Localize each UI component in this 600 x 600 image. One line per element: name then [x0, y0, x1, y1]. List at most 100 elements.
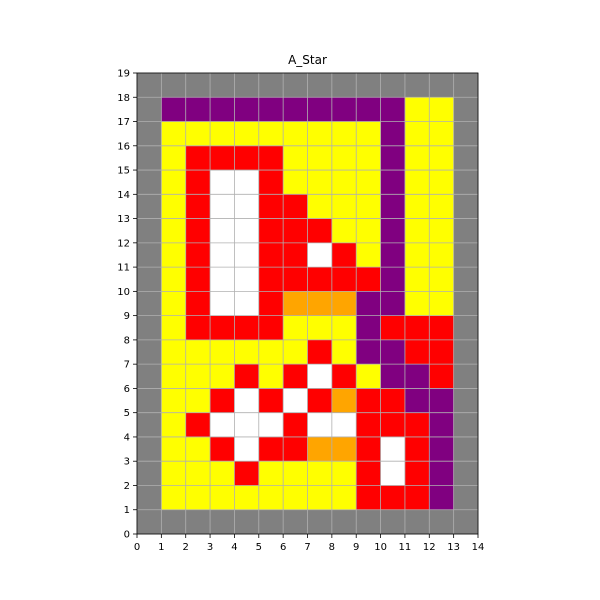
- cell-11-4-red: [404, 412, 430, 438]
- cell-11-6-purple: [404, 364, 430, 389]
- cell-8-7-yellow: [331, 339, 357, 365]
- cell-12-4-purple: [429, 412, 454, 438]
- cell-7-2-yellow: [307, 461, 333, 486]
- cell-8-16-yellow: [331, 121, 357, 147]
- cell-10-16-purple: [380, 121, 406, 147]
- cell-4-7-yellow: [234, 339, 260, 365]
- cell-0-2-gray: [137, 461, 162, 486]
- cell-10-18-gray: [380, 73, 406, 98]
- cell-2-4-red: [185, 412, 211, 438]
- x-tick-label-8: 8: [329, 542, 335, 553]
- cell-6-5-white: [283, 388, 308, 413]
- cell-0-15-gray: [137, 145, 162, 171]
- cell-12-6-red: [429, 364, 454, 389]
- cell-4-3-white: [234, 436, 260, 462]
- cell-3-4-white: [210, 412, 235, 438]
- chart-title: A_Star: [288, 53, 327, 67]
- cell-9-7-purple: [356, 339, 381, 365]
- cell-6-4-red: [283, 412, 308, 438]
- x-tick-label-7: 7: [304, 542, 310, 553]
- cell-3-2-yellow: [210, 461, 235, 486]
- cell-11-12-yellow: [404, 218, 430, 244]
- cell-9-18-gray: [356, 73, 381, 98]
- cell-9-11-yellow: [356, 242, 381, 268]
- cell-3-6-yellow: [210, 364, 235, 389]
- cell-4-5-white: [234, 388, 260, 413]
- cell-8-15-yellow: [331, 145, 357, 171]
- cell-5-0-gray: [258, 509, 284, 535]
- cell-5-10-red: [258, 267, 284, 292]
- cell-12-18-gray: [429, 73, 454, 98]
- cell-1-3-yellow: [161, 436, 187, 462]
- cell-11-5-purple: [404, 388, 430, 413]
- cell-9-6-yellow: [356, 364, 381, 389]
- cell-6-13-red: [283, 194, 308, 219]
- x-tick-label-3: 3: [207, 542, 213, 553]
- y-tick-label-8: 8: [124, 335, 130, 346]
- x-tick-label-12: 12: [423, 542, 436, 553]
- cell-9-15-yellow: [356, 145, 381, 171]
- cell-7-9-orange: [307, 291, 333, 316]
- cell-3-17-purple: [210, 97, 235, 122]
- cell-9-3-red: [356, 436, 381, 462]
- cell-0-18-gray: [137, 73, 162, 98]
- cell-10-8-red: [380, 315, 406, 341]
- cell-5-15-red: [258, 145, 284, 171]
- cell-11-18-gray: [404, 73, 430, 98]
- cell-11-1-red: [404, 485, 430, 511]
- cell-12-1-purple: [429, 485, 454, 511]
- cell-9-1-red: [356, 485, 381, 511]
- y-tick-label-3: 3: [124, 457, 130, 468]
- x-tick-label-0: 0: [134, 542, 140, 553]
- cell-6-15-yellow: [283, 145, 308, 171]
- cell-3-7-yellow: [210, 339, 235, 365]
- cell-2-9-red: [185, 291, 211, 316]
- cell-7-3-orange: [307, 436, 333, 462]
- cell-2-14-red: [185, 170, 211, 195]
- cell-7-18-gray: [307, 73, 333, 98]
- cell-13-8-gray: [453, 315, 479, 341]
- cell-12-9-yellow: [429, 291, 454, 316]
- cell-8-14-yellow: [331, 170, 357, 195]
- cell-6-1-yellow: [283, 485, 308, 511]
- cell-12-7-red: [429, 339, 454, 365]
- cell-1-18-gray: [161, 73, 187, 98]
- cell-0-3-gray: [137, 436, 162, 462]
- x-tick-label-14: 14: [472, 542, 485, 553]
- cell-5-13-red: [258, 194, 284, 219]
- cell-13-17-gray: [453, 97, 479, 122]
- cell-8-0-gray: [331, 509, 357, 535]
- cell-5-14-red: [258, 170, 284, 195]
- cell-12-3-purple: [429, 436, 454, 462]
- cell-12-10-yellow: [429, 267, 454, 292]
- y-tick-label-14: 14: [117, 190, 130, 201]
- cell-5-17-purple: [258, 97, 284, 122]
- cell-2-18-gray: [185, 73, 211, 98]
- cell-4-2-red: [234, 461, 260, 486]
- cell-13-0-gray: [453, 509, 479, 535]
- cell-1-2-yellow: [161, 461, 187, 486]
- x-tick-label-1: 1: [158, 542, 164, 553]
- cell-0-4-gray: [137, 412, 162, 438]
- cell-9-10-red: [356, 267, 381, 292]
- cell-1-5-yellow: [161, 388, 187, 413]
- cell-4-6-red: [234, 364, 260, 389]
- cell-10-6-purple: [380, 364, 406, 389]
- cell-2-1-yellow: [185, 485, 211, 511]
- cell-4-13-white: [234, 194, 260, 219]
- cell-0-6-gray: [137, 364, 162, 389]
- cell-10-7-purple: [380, 339, 406, 365]
- cell-3-12-white: [210, 218, 235, 244]
- cell-0-16-gray: [137, 121, 162, 147]
- y-tick-label-5: 5: [124, 408, 130, 419]
- cell-7-1-yellow: [307, 485, 333, 511]
- cell-1-17-purple: [161, 97, 187, 122]
- cell-8-13-yellow: [331, 194, 357, 219]
- cell-9-2-red: [356, 461, 381, 486]
- cell-11-11-yellow: [404, 242, 430, 268]
- cell-2-17-purple: [185, 97, 211, 122]
- cell-4-1-yellow: [234, 485, 260, 511]
- y-tick-label-12: 12: [117, 238, 130, 249]
- cell-9-8-purple: [356, 315, 381, 341]
